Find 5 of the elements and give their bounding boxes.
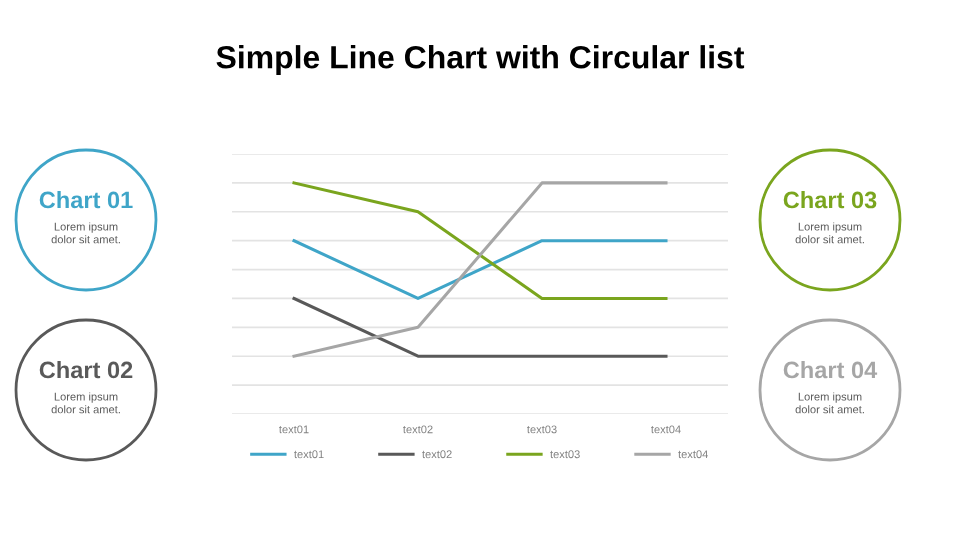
chart-title: Simple Line Chart with Circular list (216, 45, 745, 75)
caption: Chart 02 (39, 360, 133, 379)
caption: Chart 04 (783, 360, 878, 379)
caption: Chart 03 (783, 191, 877, 209)
caption: Chart 01 (39, 191, 133, 209)
